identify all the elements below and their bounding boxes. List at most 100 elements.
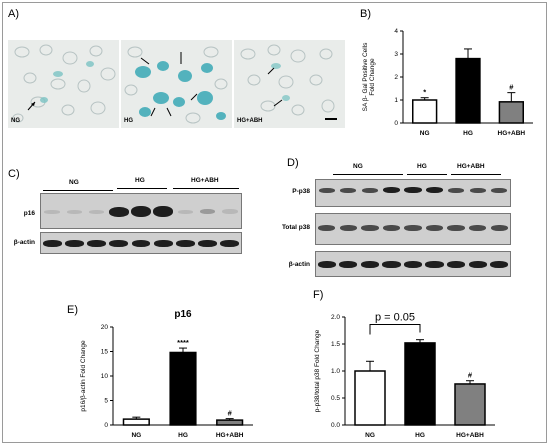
chart-f-ylabel: p-p38/total p38 Fold Change (314, 329, 321, 412)
blot-d-pp38-band (382, 187, 401, 194)
blot-c-p16-band (177, 209, 194, 214)
chart-f-significance-bracket (369, 324, 421, 335)
blot-d-actin-band (403, 260, 423, 268)
panel-f-label: F) (313, 289, 324, 301)
chart-f-ytick-label: 1.5 (331, 341, 340, 348)
micrograph-ng: NG (8, 40, 119, 128)
chart-b-annotation: # (509, 83, 514, 92)
blot-c-row-actin: β-actin (13, 239, 35, 246)
chart-e: 0 5 10 15 20 p16/β-actin Fold Change p16 NG ****… (80, 309, 253, 439)
panel-b-label: B) (360, 8, 371, 20)
chart-f-ytick-label: 2.0 (331, 314, 340, 321)
blot-d-actin-band (468, 260, 487, 268)
chart-b-annotation: * (423, 88, 426, 97)
blot-d-group-hgabh: HG+ABH (457, 163, 485, 170)
blot-d-pp38 (315, 179, 511, 207)
blot-d-actin (315, 251, 511, 277)
micrograph-hg-abh: HG+ABH (234, 40, 345, 128)
blot-d-pp38-band (448, 187, 465, 193)
micrograph-hg: HG (121, 40, 232, 128)
blot-c-p16-band (88, 209, 105, 214)
blot-c-p16-band (222, 209, 238, 215)
chart-e-bar-ng (122, 418, 150, 426)
blot-d-pp38-band (318, 187, 335, 193)
blot-c-group-ng: NG (69, 179, 79, 186)
figure-frame: A) NG (2, 2, 547, 443)
blot-d-totalp38-band (404, 224, 422, 231)
blot-c-group-hgabh: HG+ABH (191, 177, 219, 184)
blot-c-p16-band (199, 209, 216, 215)
blot-c-actin-band (64, 239, 84, 247)
chart-f-xtick-label: HG+ABH (456, 432, 484, 439)
blot-c-actin (40, 232, 242, 254)
micrograph-hg-abh-cells (240, 44, 335, 116)
chart-f-ytick-label: 0.0 (331, 422, 340, 429)
chart-b-xtick-label: HG+ABH (498, 130, 526, 137)
blot-d-totalp38-band (361, 224, 379, 231)
chart-e-ytick-label: 20 (101, 324, 109, 331)
blot-c-group-line-hg (117, 188, 167, 189)
chart-b-ytick-label: 1 (394, 97, 398, 104)
panel-c-label: C) (8, 168, 20, 180)
blot-d-pp38-band (404, 187, 422, 194)
blot-d-actin-band (446, 260, 466, 268)
blot-c-p16-band (131, 206, 151, 218)
blot-d-actin-band (382, 260, 401, 268)
blot-c-p16-band (44, 209, 60, 214)
chart-f-ytick-label: 0.5 (331, 395, 340, 402)
scale-bar (325, 118, 337, 120)
chart-b-ytick-label: 3 (394, 51, 398, 58)
blot-c-p16 (40, 193, 242, 229)
chart-b-ytick-label: 4 (394, 28, 398, 35)
blot-c-p16-band (66, 209, 83, 214)
chart-e-ytick-label: 15 (101, 349, 109, 356)
chart-f-annotation: # (468, 371, 473, 380)
blot-d-group-ng: NG (353, 163, 363, 170)
blot-d-group-hg: HG (417, 163, 427, 170)
chart-b-ylabel-line: SA β- Gal Positive Cells (362, 42, 369, 112)
blot-d-totalp38-band (447, 224, 465, 231)
blot-d-row-actin: β-actin (288, 261, 310, 268)
blot-c-actin-band (198, 239, 218, 247)
blot-d-pp38-band (469, 187, 486, 193)
micrograph-hg-cells (124, 46, 228, 124)
blot-c-actin-band (153, 239, 173, 247)
chart-f-bar-hg-abh (454, 383, 486, 426)
blot-d-totalp38-band (425, 224, 444, 231)
blot-c-group-line-ng (43, 190, 113, 191)
blot-c-actin-band (109, 239, 129, 247)
chart-f-xtick-label: HG (415, 432, 425, 439)
blot-c-actin-band (131, 239, 151, 247)
micrograph-ng-label: NG (11, 118, 20, 124)
blot-d-totalp38 (315, 213, 511, 245)
blot-d-row-totalp38: Total p38 (281, 224, 310, 231)
blot-d-totalp38-band (382, 224, 401, 231)
panel-a-label: A) (8, 8, 19, 20)
blot-d-totalp38-band (469, 224, 487, 231)
chart-f-xtick-label: NG (365, 432, 375, 439)
micrograph-hg-label: HG (124, 118, 133, 124)
blot-d-actin-band (360, 260, 380, 268)
chart-b-ylabel: SA β- Gal Positive CellsFold Change (362, 42, 376, 112)
blot-d-actin-band (317, 260, 336, 268)
chart-f: 0.0 0.5 1.0 1.5 2.0 p-p38/total p38 Fold Chan… (314, 312, 495, 439)
chart-f-bracket-label: p = 0.05 (375, 312, 415, 324)
chart-f-bar-hg (404, 342, 436, 426)
chart-e-xtick-label: NG (131, 432, 141, 439)
blot-d-group-line-hgabh (451, 174, 501, 175)
chart-e-ytick-label: 5 (104, 398, 108, 405)
blot-d-group-line-hg (407, 174, 447, 175)
blot-c-p16-band (108, 206, 129, 217)
chart-e-ytick-label: 10 (101, 373, 109, 380)
chart-b-xtick-label: HG (463, 130, 473, 137)
blot-d-pp38-band (361, 187, 378, 193)
blot-c-actin-band (176, 239, 195, 247)
chart-e-xtick-label: HG (178, 432, 188, 439)
chart-e-xtick-label: HG+ABH (216, 432, 244, 439)
micrograph-ng-cells (12, 44, 116, 123)
chart-e-title: p16 (174, 309, 192, 320)
blot-d-actin-band (425, 260, 444, 268)
blot-d-pp38-band (491, 187, 508, 193)
blot-c-row-p16: p16 (23, 210, 35, 217)
blot-d-pp38-band (425, 187, 444, 194)
